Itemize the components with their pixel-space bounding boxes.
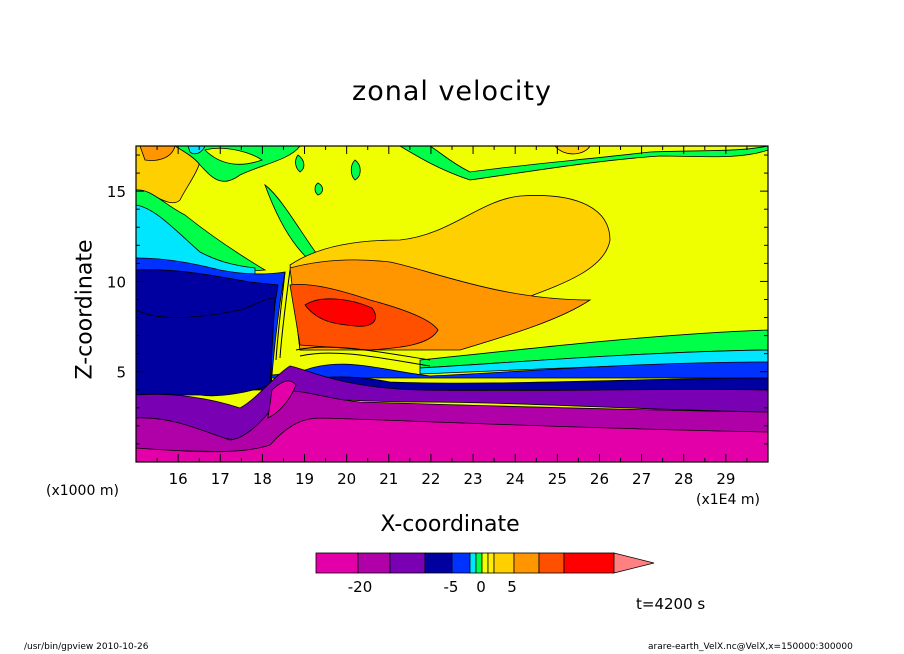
x-tick-label: 17 [211, 470, 230, 488]
footer-left: /usr/bin/gpview 2010-10-26 [24, 642, 149, 652]
contour-field [136, 146, 768, 462]
field-contour-cluster-4 [299, 352, 431, 367]
x-tick-label: 27 [632, 470, 651, 488]
x-tick-label: 19 [295, 470, 314, 488]
field-contour-cluster-2 [279, 269, 291, 359]
x-tick-label: 25 [548, 470, 567, 488]
field-green-streak-2 [295, 154, 305, 173]
field-yellow-blob-topleft [204, 147, 263, 165]
x-tick-label: 16 [169, 470, 188, 488]
x-tick-label: 23 [464, 470, 483, 488]
field-green-streak-3 [314, 182, 323, 196]
colorbar-segment [481, 552, 489, 574]
field-navy-interior [136, 297, 276, 397]
field-contour-cluster-3 [295, 346, 431, 361]
colorbar-segment [493, 552, 515, 574]
x-tick-label: 24 [506, 470, 525, 488]
colorbar-labels: -20 -5 0 5 [348, 578, 517, 596]
colorbar-segment [469, 552, 477, 574]
x-tick-label: 26 [590, 470, 609, 488]
colorbar-segment [357, 552, 391, 574]
x-tick-label: 28 [674, 470, 693, 488]
x-unit-label: (x1E4 m) [696, 492, 760, 508]
y-axis-ticks [136, 154, 768, 463]
footer-right: arare-earth_VelX.nc@VelX,x=150000:300000 [648, 642, 853, 652]
field-red-core [304, 298, 376, 327]
y-axis-tick-labels: 5 10 15 [107, 183, 126, 382]
y-tick-label: 15 [107, 183, 126, 201]
x-tick-label: 18 [253, 470, 272, 488]
colorbar-tick-label: 0 [476, 578, 486, 596]
x-axis-tick-labels: 16 17 18 19 20 21 22 23 24 25 26 27 28 29 [169, 470, 736, 488]
field-magenta [136, 417, 768, 462]
field-contour-cluster [275, 271, 286, 361]
field-green-streak-4 [350, 159, 361, 181]
colorbar-tick-label: 5 [507, 578, 517, 596]
colorbar-segment [487, 552, 495, 574]
colorbar-tick-label: -5 [444, 578, 459, 596]
colorbar-segment [315, 552, 359, 574]
x-tick-label: 21 [379, 470, 398, 488]
y-unit-label: (x1000 m) [46, 483, 119, 499]
colorbar-segment [424, 552, 453, 574]
colorbar-segment [389, 552, 426, 574]
time-label: t=4200 s [636, 595, 706, 613]
field-magenta-plume [267, 380, 297, 419]
colorbar [315, 552, 655, 574]
y-tick-label: 10 [107, 273, 126, 291]
x-tick-label: 22 [421, 470, 440, 488]
field-cyan-right-band [419, 349, 768, 375]
y-axis-label: Z-coordinate [72, 239, 98, 380]
colorbar-segment [563, 552, 615, 574]
x-axis-ticks [135, 146, 769, 462]
y-tick-label: 5 [116, 364, 126, 382]
colorbar-segment [538, 552, 565, 574]
colorbar-tick-label: -20 [348, 578, 373, 596]
chart-title: zonal velocity [352, 76, 552, 107]
colorbar-segment [475, 552, 483, 574]
x-tick-label: 20 [337, 470, 356, 488]
colorbar-extend-triangle [613, 552, 655, 574]
x-tick-label: 29 [716, 470, 735, 488]
x-axis-label: X-coordinate [380, 512, 520, 537]
colorbar-segment [513, 552, 540, 574]
colorbar-segment [451, 552, 471, 574]
